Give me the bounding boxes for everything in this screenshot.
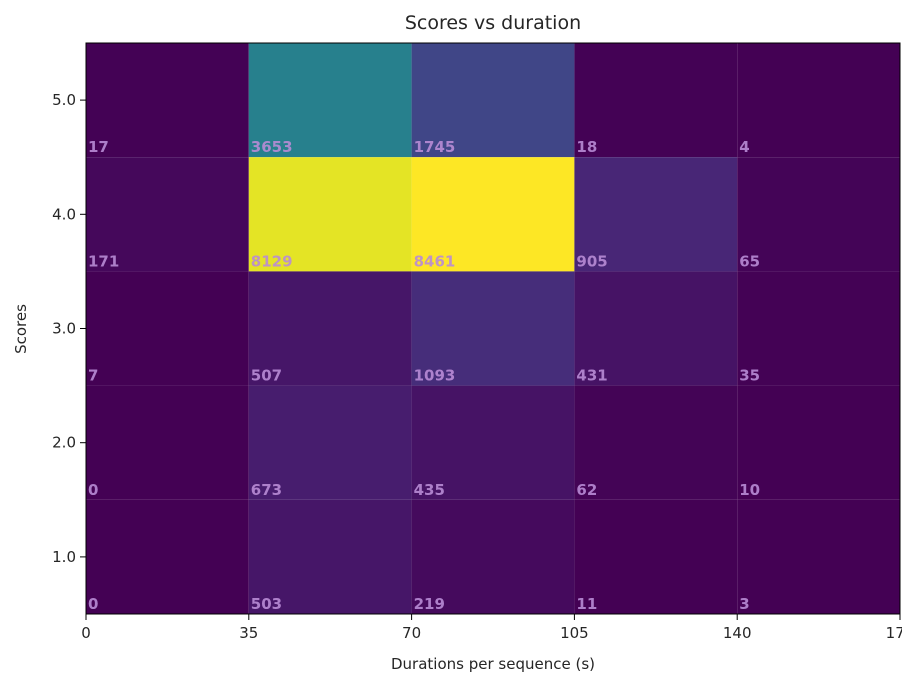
cell-value-label: 219 (414, 595, 445, 613)
cell-value-label: 17 (88, 138, 109, 156)
heatmap-cell (574, 499, 738, 614)
heatmap-cell (86, 157, 249, 272)
heatmap-cell (737, 43, 900, 158)
cell-value-label: 35 (739, 367, 760, 385)
cell-value-label: 18 (576, 138, 597, 156)
cell-value-label: 10 (739, 481, 760, 499)
y-tick-label: 3.0 (52, 320, 76, 338)
y-tick-label: 5.0 (52, 91, 76, 109)
x-tick-label: 35 (239, 624, 258, 642)
cell-value-label: 8129 (251, 252, 293, 270)
cell-value-label: 0 (88, 595, 98, 613)
cell-value-label: 431 (576, 367, 607, 385)
cell-value-label: 65 (739, 252, 760, 270)
chart-title: Scores vs duration (405, 12, 581, 34)
heatmap-cell (737, 271, 900, 386)
x-tick-label: 105 (560, 624, 589, 642)
heatmap-cell (248, 43, 412, 158)
heatmap-cell (411, 43, 575, 158)
x-tick-label: 0 (81, 624, 91, 642)
cell-value-label: 8461 (414, 252, 456, 270)
cell-value-label: 905 (576, 252, 607, 270)
x-tick-label: 70 (402, 624, 421, 642)
cell-value-label: 435 (414, 481, 445, 499)
cell-value-label: 0 (88, 481, 98, 499)
x-tick-label: 140 (723, 624, 752, 642)
heatmap-cell (737, 499, 900, 614)
heatmap-cell (86, 499, 249, 614)
cell-value-label: 1093 (414, 367, 456, 385)
x-tick-label: 175 (886, 624, 902, 642)
heatmap-cell (574, 271, 738, 386)
heatmap-cell-labels: 17 3653 1745 18 4 171 8129 8461 905 65 7 507 1093 431… (88, 138, 760, 613)
heatmap-cell (86, 385, 249, 500)
heatmap-cells (86, 43, 900, 614)
heatmap-cell (411, 385, 575, 500)
heatmap-cell (737, 157, 900, 272)
y-tick-label: 4.0 (52, 205, 76, 223)
cell-value-label: 3 (739, 595, 749, 613)
cell-value-label: 507 (251, 367, 282, 385)
cell-value-label: 171 (88, 252, 119, 270)
cell-value-label: 7 (88, 367, 98, 385)
y-axis-label: Scores (12, 304, 30, 354)
cell-value-label: 3653 (251, 138, 293, 156)
heatmap-cell (248, 157, 412, 272)
heatmap-cell (86, 271, 249, 386)
cell-value-label: 673 (251, 481, 282, 499)
heatmap-cell (411, 157, 575, 272)
heatmap-cell (411, 271, 575, 386)
cell-value-label: 503 (251, 595, 282, 613)
y-tick-label: 2.0 (52, 434, 76, 452)
x-axis-label: Durations per sequence (s) (391, 655, 595, 673)
heatmap-cell (248, 271, 412, 386)
heatmap-cell (737, 385, 900, 500)
heatmap-cell (86, 43, 249, 158)
heatmap-cell (574, 43, 738, 158)
cell-value-label: 1745 (414, 138, 456, 156)
x-axis-ticks: 0 35 70 105 140 175 (81, 614, 902, 642)
cell-value-label: 11 (576, 595, 597, 613)
heatmap-cell (574, 385, 738, 500)
y-tick-label: 1.0 (52, 548, 76, 566)
cell-value-label: 62 (576, 481, 597, 499)
heatmap-cell (411, 499, 575, 614)
heatmap-cell (248, 499, 412, 614)
cell-value-label: 4 (739, 138, 749, 156)
y-axis-ticks: 1.0 2.0 3.0 4.0 5.0 (52, 91, 86, 566)
heatmap-cell (248, 385, 412, 500)
heatmap-cell (574, 157, 738, 272)
